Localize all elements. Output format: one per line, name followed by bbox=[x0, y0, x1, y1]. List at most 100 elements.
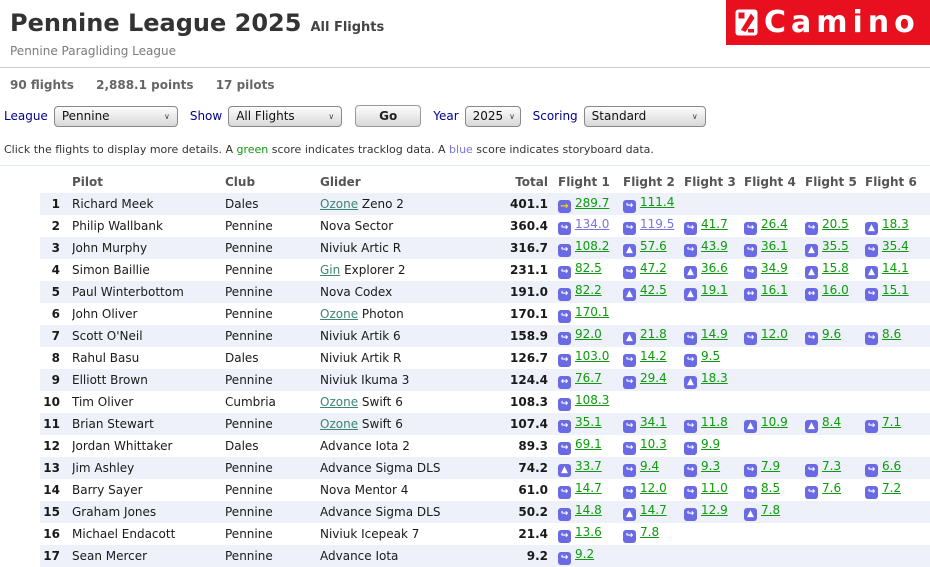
flight-cell-empty bbox=[615, 545, 676, 567]
flight-score-link[interactable]: 13.6 bbox=[575, 525, 602, 539]
flight-score-link[interactable]: 134.0 bbox=[575, 217, 610, 231]
flight-score-link[interactable]: 29.4 bbox=[640, 371, 667, 385]
flight-score-link[interactable]: 14.9 bbox=[701, 327, 728, 341]
flight-score-link[interactable]: 8.5 bbox=[761, 481, 781, 495]
header-divider bbox=[0, 67, 930, 68]
flight-score-link[interactable]: 34.9 bbox=[761, 261, 788, 275]
flight-score-link[interactable]: 26.4 bbox=[761, 217, 788, 231]
flight-score-link[interactable]: 9.3 bbox=[701, 459, 721, 473]
flight-score-link[interactable]: 7.2 bbox=[882, 481, 902, 495]
flight-cell-empty bbox=[615, 391, 676, 413]
flight-score-link[interactable]: 14.1 bbox=[882, 261, 909, 275]
glider-brand-link[interactable]: Ozone bbox=[320, 395, 359, 409]
flight-score-link[interactable]: 35.1 bbox=[575, 415, 602, 429]
flight-score-link[interactable]: 7.3 bbox=[822, 459, 842, 473]
scoring-select[interactable]: Standard ∨ bbox=[583, 105, 706, 127]
flight-cell-empty bbox=[736, 435, 797, 457]
flight-score-link[interactable]: 9.6 bbox=[822, 327, 842, 341]
flight-score-link[interactable]: 19.1 bbox=[701, 283, 728, 297]
curved-arrow-icon: ↪ bbox=[558, 310, 571, 323]
flight-score-link[interactable]: 36.1 bbox=[761, 239, 788, 253]
flight-score-link[interactable]: 12.0 bbox=[640, 481, 667, 495]
glider-brand-link[interactable]: Ozone bbox=[320, 417, 359, 431]
flight-score-link[interactable]: 47.2 bbox=[640, 261, 667, 275]
flight-score-link[interactable]: 18.3 bbox=[882, 217, 909, 231]
flight-score-link[interactable]: 14.7 bbox=[575, 481, 602, 495]
flight-score-link[interactable]: 76.7 bbox=[575, 371, 602, 385]
flight-score-link[interactable]: 92.0 bbox=[575, 327, 602, 341]
flight-score-link[interactable]: 108.2 bbox=[575, 239, 610, 253]
flight-score-link[interactable]: 14.2 bbox=[640, 349, 667, 363]
flight-score-link[interactable]: 289.7 bbox=[575, 195, 610, 210]
flight-score-link[interactable]: 15.8 bbox=[822, 261, 849, 275]
league-select[interactable]: Pennine ∨ bbox=[53, 105, 178, 127]
flight-score-link[interactable]: 14.7 bbox=[640, 503, 667, 517]
glider-brand-link[interactable]: Gin bbox=[320, 263, 341, 277]
flight-score-link[interactable]: 57.6 bbox=[640, 239, 667, 253]
flight-score-link[interactable]: 8.6 bbox=[882, 327, 902, 341]
flight-score-link[interactable]: 11.0 bbox=[701, 481, 728, 495]
league-label: League bbox=[4, 109, 48, 123]
flight-score-link[interactable]: 35.5 bbox=[822, 239, 849, 253]
flight-score-link[interactable]: 8.4 bbox=[822, 415, 842, 429]
curved-arrow-icon: ↪ bbox=[623, 486, 636, 499]
flight-score-link[interactable]: 36.6 bbox=[701, 261, 728, 275]
flight-cell-empty bbox=[676, 523, 736, 545]
flight-score-link[interactable]: 111.4 bbox=[640, 195, 675, 209]
column-header-flight-4: Flight 4 bbox=[744, 175, 796, 189]
flight-score-link[interactable]: 43.9 bbox=[701, 239, 728, 253]
flight-score-link[interactable]: 16.0 bbox=[822, 283, 849, 297]
flight-score-link[interactable]: 10.3 bbox=[640, 437, 667, 451]
flight-score-link[interactable]: 21.8 bbox=[640, 327, 667, 341]
curved-arrow-icon: ↪ bbox=[744, 464, 757, 477]
flight-score-link[interactable]: 103.0 bbox=[575, 349, 610, 363]
table-row: 13 Jim Ashley Pennine Advance Sigma DLS 74.2… bbox=[40, 457, 930, 479]
flight-score-link[interactable]: 16.1 bbox=[761, 283, 788, 297]
column-header-flight-2: Flight 2 bbox=[623, 175, 675, 189]
flight-score-link[interactable]: 11.8 bbox=[701, 415, 728, 429]
flight-score-link[interactable]: 9.5 bbox=[701, 349, 721, 363]
flight-score-link[interactable]: 10.9 bbox=[761, 415, 788, 429]
rank-cell: 3 bbox=[51, 241, 60, 255]
flight-score-link[interactable]: 14.8 bbox=[575, 503, 602, 517]
flight-score-link[interactable]: 20.5 bbox=[822, 217, 849, 231]
flight-score-link[interactable]: 35.4 bbox=[882, 239, 909, 253]
flight-score-link[interactable]: 34.1 bbox=[640, 415, 667, 429]
show-select[interactable]: All Flights ∨ bbox=[228, 105, 343, 127]
go-button[interactable]: Go bbox=[355, 105, 422, 127]
flight-cell: ↪ 43.9 bbox=[676, 237, 736, 259]
flight-score-link[interactable]: 12.0 bbox=[761, 327, 788, 341]
flight-score-link[interactable]: 42.5 bbox=[640, 283, 667, 297]
flight-score-link[interactable]: 9.9 bbox=[701, 437, 721, 451]
flight-score-link[interactable]: 41.7 bbox=[701, 217, 728, 231]
flight-cell-empty bbox=[736, 347, 797, 369]
flight-score-link[interactable]: 108.3 bbox=[575, 393, 610, 407]
flight-score-link[interactable]: 82.2 bbox=[575, 283, 602, 297]
glider-brand-link[interactable]: Ozone bbox=[320, 307, 359, 321]
flight-score-link[interactable]: 18.3 bbox=[701, 371, 728, 385]
year-select[interactable]: 2025 ∨ bbox=[464, 105, 521, 127]
flight-score-link[interactable]: 119.5 bbox=[640, 217, 675, 231]
flight-score-link[interactable]: 7.1 bbox=[882, 415, 902, 429]
flight-score-link[interactable]: 15.1 bbox=[882, 283, 909, 297]
sponsor-banner[interactable]: Camino bbox=[726, 0, 930, 45]
flight-score-link[interactable]: 7.6 bbox=[822, 481, 842, 495]
flight-cell: ↪ 47.2 bbox=[615, 259, 676, 281]
flight-score-link[interactable]: 7.8 bbox=[761, 503, 781, 517]
flight-cell-empty bbox=[676, 391, 736, 413]
flight-score-link[interactable]: 7.8 bbox=[640, 525, 660, 539]
flight-cell: ↪ 108.2 bbox=[550, 237, 615, 259]
flight-score-link[interactable]: 7.9 bbox=[761, 459, 781, 473]
flight-score-link[interactable]: 12.9 bbox=[701, 503, 728, 517]
glider-brand-link[interactable]: Ozone bbox=[320, 197, 359, 211]
league-title-text: Pennine League 2025 bbox=[10, 9, 302, 37]
flight-score-link[interactable]: 6.6 bbox=[882, 459, 902, 473]
flight-score-link[interactable]: 69.1 bbox=[575, 437, 602, 451]
flight-cell-empty bbox=[797, 193, 857, 215]
flight-score-link[interactable]: 82.5 bbox=[575, 261, 602, 275]
flight-score-link[interactable]: 33.7 bbox=[575, 459, 602, 473]
flight-score-link[interactable]: 9.2 bbox=[575, 547, 595, 561]
flight-score-link[interactable]: 9.4 bbox=[640, 459, 660, 473]
flight-score-link[interactable]: 170.1 bbox=[575, 305, 610, 319]
note-text: Click the flights to display more detail… bbox=[4, 143, 237, 156]
